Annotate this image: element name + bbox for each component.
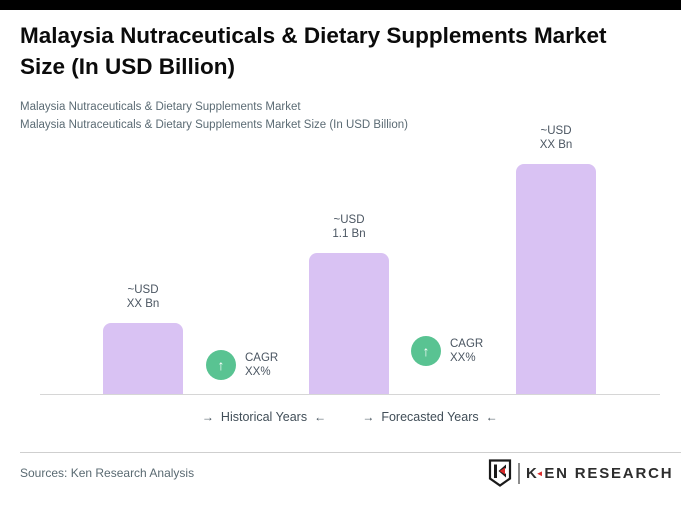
page-title: Malaysia Nutraceuticals & Dietary Supple… bbox=[20, 23, 607, 79]
bar-value-label: ~USD 1.1 Bn bbox=[332, 214, 366, 240]
up-arrow-icon: ↑ bbox=[206, 350, 236, 380]
top-accent-bar bbox=[0, 0, 681, 10]
bar-historical bbox=[103, 323, 183, 394]
bar-forecast bbox=[516, 164, 596, 394]
axis-group-historical-years: → Historical Years ← bbox=[144, 410, 384, 424]
cagr-badge-forecast: ↑ CAGR XX% bbox=[411, 336, 483, 366]
brand-separator bbox=[518, 462, 520, 484]
cagr-badge-historical: ↑ CAGR XX% bbox=[206, 350, 278, 380]
sources-text: Sources: Ken Research Analysis bbox=[20, 466, 195, 480]
chart-subtitle: Malaysia Nutraceuticals & Dietary Supple… bbox=[20, 98, 408, 134]
axis-group-forecasted-years: → Forecasted Years ← bbox=[310, 410, 550, 424]
cagr-label: CAGR XX% bbox=[450, 338, 484, 364]
footer-divider bbox=[20, 452, 681, 453]
cagr-label: CAGR XX% bbox=[245, 352, 279, 378]
x-axis-line bbox=[40, 394, 660, 395]
up-arrow-icon: ↑ bbox=[411, 336, 441, 366]
bar-current bbox=[309, 253, 389, 394]
right-arrow-icon: → bbox=[201, 410, 214, 424]
left-arrow-icon: ← bbox=[314, 410, 327, 424]
brand-logo: K◄EN RESEARCH bbox=[488, 459, 673, 487]
brand-red-triangle-icon: ◄ bbox=[535, 468, 546, 478]
brand-red-triangle-icon bbox=[499, 467, 505, 475]
axis-group-label: Historical Years bbox=[220, 410, 308, 424]
bar-value-label: ~USD XX Bn bbox=[539, 125, 573, 151]
left-arrow-icon: ← bbox=[485, 410, 498, 424]
chart-subtitle-line2: Malaysia Nutraceuticals & Dietary Supple… bbox=[20, 119, 408, 131]
brand-wordmark: K◄EN RESEARCH bbox=[526, 464, 674, 482]
axis-group-label: Forecasted Years bbox=[381, 410, 479, 424]
right-arrow-icon: → bbox=[362, 410, 375, 424]
chart-subtitle-line1: Malaysia Nutraceuticals & Dietary Supple… bbox=[20, 101, 301, 113]
bar-value-label: ~USD XX Bn bbox=[126, 284, 160, 310]
brand-shield-icon bbox=[488, 459, 512, 487]
